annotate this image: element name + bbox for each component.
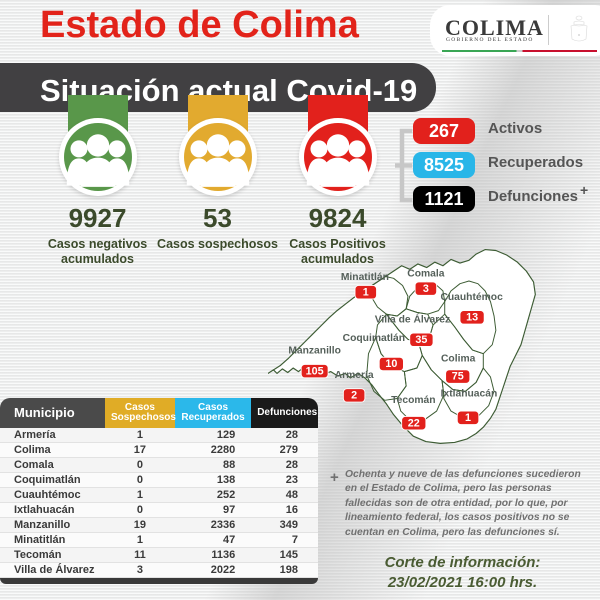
svg-text:2: 2 bbox=[351, 390, 357, 402]
svg-text:Colima: Colima bbox=[441, 354, 476, 365]
svg-text:Minatitlán: Minatitlán bbox=[341, 272, 389, 283]
svg-text:Armería: Armería bbox=[335, 370, 374, 381]
svg-text:3: 3 bbox=[423, 283, 429, 295]
svg-text:Ixtlahuacán: Ixtlahuacán bbox=[441, 389, 498, 400]
svg-text:35: 35 bbox=[415, 334, 427, 346]
svg-text:1: 1 bbox=[465, 412, 471, 424]
svg-text:1: 1 bbox=[363, 286, 369, 298]
svg-text:Tecomán: Tecomán bbox=[391, 395, 435, 406]
svg-text:22: 22 bbox=[408, 417, 420, 429]
svg-text:Villa de Álvarez: Villa de Álvarez bbox=[375, 312, 450, 325]
svg-text:Cuauhtémoc: Cuauhtémoc bbox=[440, 292, 503, 303]
svg-text:10: 10 bbox=[385, 358, 397, 370]
svg-text:Manzanillo: Manzanillo bbox=[288, 346, 341, 357]
svg-text:Comala: Comala bbox=[407, 269, 444, 280]
svg-text:105: 105 bbox=[306, 365, 324, 377]
svg-text:Coquimatlán: Coquimatlán bbox=[343, 333, 405, 344]
svg-text:75: 75 bbox=[452, 371, 464, 383]
svg-text:13: 13 bbox=[466, 311, 478, 323]
